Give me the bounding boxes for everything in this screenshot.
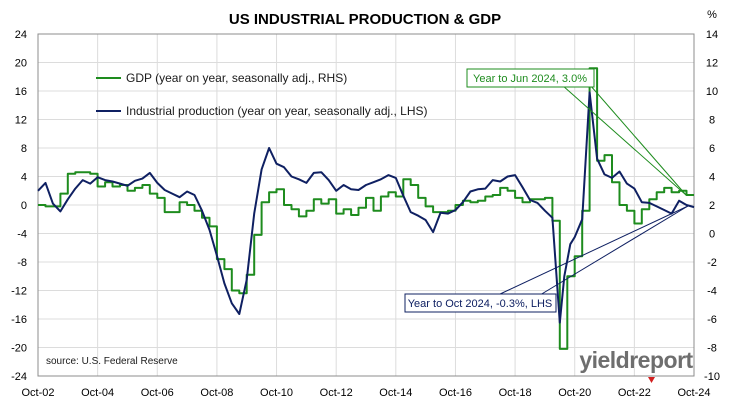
x-tick-label: Oct-20 bbox=[558, 387, 591, 399]
x-axis-ticks: Oct-02 Oct-04 Oct-06 Oct-08 Oct-10 Oct-12 Oct-… bbox=[21, 387, 710, 399]
left-tick-label: 8 bbox=[21, 143, 27, 155]
x-tick-label: Oct-14 bbox=[379, 387, 412, 399]
x-tick-label: Oct-12 bbox=[320, 387, 353, 399]
legend: GDP (year on year, seasonally adj., RHS)… bbox=[96, 71, 428, 118]
right-tick-label: 2 bbox=[709, 200, 715, 212]
annotation-industrial-production: Year to Oct 2024, -0.3%, LHS bbox=[404, 205, 689, 313]
right-tick-label: 14 bbox=[706, 29, 718, 41]
series-line-gdp bbox=[38, 67, 694, 350]
left-tick-label: 24 bbox=[15, 29, 27, 41]
left-tick-label: -24 bbox=[11, 371, 27, 383]
right-axis-unit: % bbox=[707, 9, 717, 21]
annotation-gdp-box bbox=[466, 68, 595, 88]
source-note: source: U.S. Federal Reserve bbox=[46, 356, 178, 367]
left-tick-label: 16 bbox=[15, 86, 27, 98]
right-tick-label: -2 bbox=[707, 257, 717, 269]
left-axis-ticks: 24 20 16 12 8 4 0 -4 -8 -12 -16 -20 -24 bbox=[11, 29, 27, 383]
series-layer bbox=[37, 67, 695, 350]
annotation-gdp-leader-2 bbox=[589, 84, 687, 196]
left-tick-label: 0 bbox=[21, 200, 27, 212]
legend-label-gdp: GDP (year on year, seasonally adj., RHS) bbox=[126, 71, 347, 85]
annotation-ip-leader-2 bbox=[539, 205, 689, 296]
right-tick-label: 4 bbox=[709, 172, 715, 184]
annotation-ip-text: Year to Oct 2024, -0.3%, LHS bbox=[408, 298, 553, 310]
x-tick-label: Oct-04 bbox=[81, 387, 114, 399]
annotation-gdp-leader-1 bbox=[561, 84, 687, 196]
left-tick-label: 4 bbox=[21, 172, 27, 184]
x-tick-label: Oct-02 bbox=[21, 387, 54, 399]
right-tick-label: -6 bbox=[707, 314, 717, 326]
annotation-ip-leader-1 bbox=[497, 205, 689, 296]
x-tick-label: Oct-10 bbox=[260, 387, 293, 399]
left-tick-label: 12 bbox=[15, 115, 27, 127]
annotation-gdp: Year to Jun 2024, 3.0% bbox=[466, 68, 687, 196]
annotation-gdp-text: Year to Jun 2024, 3.0% bbox=[473, 73, 587, 85]
x-tick-label: Oct-08 bbox=[200, 387, 233, 399]
right-tick-label: 12 bbox=[706, 58, 718, 70]
left-tick-label: -16 bbox=[11, 314, 27, 326]
left-tick-label: -20 bbox=[11, 343, 27, 355]
logo-text: yieldreport bbox=[579, 347, 693, 373]
annotation-ip-box bbox=[404, 293, 557, 313]
right-tick-label: 10 bbox=[706, 86, 718, 98]
x-tick-label: Oct-18 bbox=[499, 387, 532, 399]
x-tick-label: Oct-16 bbox=[439, 387, 472, 399]
series-line-industrial-production bbox=[37, 91, 695, 324]
chart-title: US INDUSTRIAL PRODUCTION & GDP bbox=[229, 11, 501, 28]
right-tick-label: 0 bbox=[709, 229, 715, 241]
right-tick-label: -8 bbox=[707, 343, 717, 355]
right-tick-label: 6 bbox=[709, 143, 715, 155]
right-tick-label: -4 bbox=[707, 286, 717, 298]
left-tick-label: -4 bbox=[17, 229, 27, 241]
left-tick-label: -8 bbox=[17, 257, 27, 269]
grid bbox=[37, 33, 695, 377]
x-tick-label: Oct-22 bbox=[618, 387, 651, 399]
yieldreport-logo: yieldreport bbox=[579, 347, 694, 383]
right-tick-label: -10 bbox=[704, 371, 720, 383]
left-tick-label: 20 bbox=[15, 58, 27, 70]
logo-marker-icon bbox=[648, 377, 655, 383]
left-tick-label: -12 bbox=[11, 286, 27, 298]
right-axis-ticks: 14 12 10 8 6 4 2 0 -2 -4 -6 -8 -10 bbox=[704, 29, 720, 383]
legend-label-industrial-production: Industrial production (year on year, sea… bbox=[126, 104, 428, 118]
x-tick-label: Oct-24 bbox=[677, 387, 710, 399]
right-tick-label: 8 bbox=[709, 115, 715, 127]
x-tick-label: Oct-06 bbox=[141, 387, 174, 399]
